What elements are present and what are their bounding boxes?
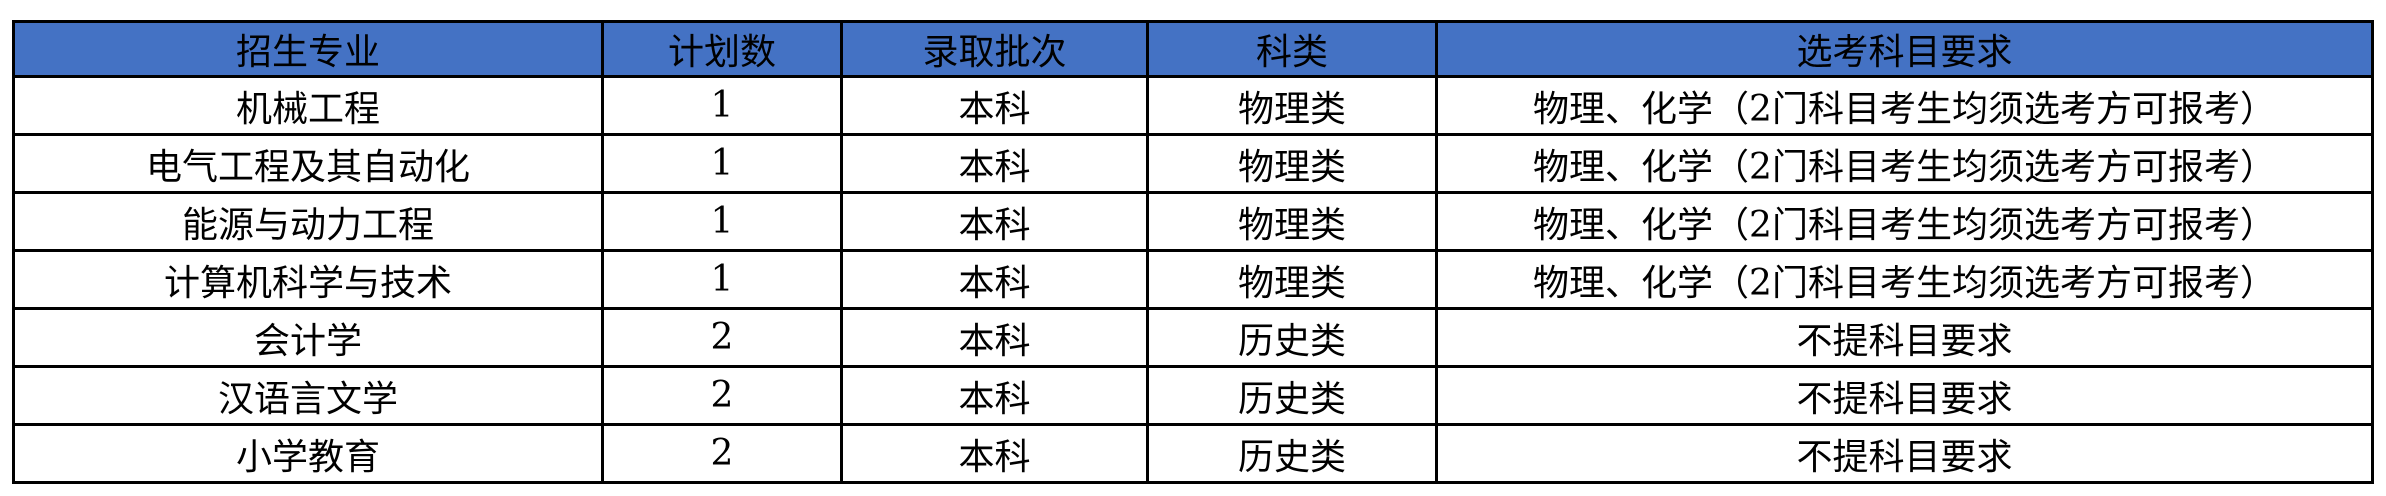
header-category: 科类 <box>1146 20 1438 78</box>
batch-cell: 本科 <box>840 133 1149 194</box>
subject-requirement-cell: 物理、化学（2门科目考生均须选考方可报考） <box>1435 191 2374 252</box>
batch-cell: 本科 <box>840 365 1149 426</box>
batch-cell: 本科 <box>840 423 1149 484</box>
plan-count-cell: 2 <box>601 365 843 426</box>
batch-cell: 本科 <box>840 249 1149 310</box>
subject-requirement-cell: 物理、化学（2门科目考生均须选考方可报考） <box>1435 75 2374 136</box>
category-cell: 物理类 <box>1146 249 1438 310</box>
batch-cell: 本科 <box>840 191 1149 252</box>
table-row: 电气工程及其自动化 1 本科 物理类 物理、化学（2门科目考生均须选考方可报考） <box>12 133 2374 194</box>
header-subject-requirement: 选考科目要求 <box>1435 20 2374 78</box>
subject-requirement-cell: 物理、化学（2门科目考生均须选考方可报考） <box>1435 249 2374 310</box>
major-cell: 计算机科学与技术 <box>12 249 604 310</box>
subject-requirement-cell: 不提科目要求 <box>1435 365 2374 426</box>
category-cell: 历史类 <box>1146 423 1438 484</box>
major-cell: 会计学 <box>12 307 604 368</box>
enrollment-table: 招生专业 计划数 录取批次 科类 选考科目要求 机械工程 1 本科 物理类 物理、化学（… <box>12 20 2374 484</box>
plan-count-cell: 1 <box>601 75 843 136</box>
table-header-row: 招生专业 计划数 录取批次 科类 选考科目要求 <box>12 20 2374 78</box>
table-row: 会计学 2 本科 历史类 不提科目要求 <box>12 307 2374 368</box>
plan-count-cell: 2 <box>601 423 843 484</box>
header-batch: 录取批次 <box>840 20 1149 78</box>
category-cell: 物理类 <box>1146 191 1438 252</box>
major-cell: 能源与动力工程 <box>12 191 604 252</box>
header-major: 招生专业 <box>12 20 604 78</box>
category-cell: 物理类 <box>1146 75 1438 136</box>
plan-count-cell: 2 <box>601 307 843 368</box>
major-cell: 小学教育 <box>12 423 604 484</box>
header-plan-count: 计划数 <box>601 20 843 78</box>
table-row: 汉语言文学 2 本科 历史类 不提科目要求 <box>12 365 2374 426</box>
batch-cell: 本科 <box>840 307 1149 368</box>
subject-requirement-cell: 物理、化学（2门科目考生均须选考方可报考） <box>1435 133 2374 194</box>
table-row: 计算机科学与技术 1 本科 物理类 物理、化学（2门科目考生均须选考方可报考） <box>12 249 2374 310</box>
table-row: 机械工程 1 本科 物理类 物理、化学（2门科目考生均须选考方可报考） <box>12 75 2374 136</box>
plan-count-cell: 1 <box>601 249 843 310</box>
batch-cell: 本科 <box>840 75 1149 136</box>
plan-count-cell: 1 <box>601 133 843 194</box>
category-cell: 历史类 <box>1146 307 1438 368</box>
table-row: 小学教育 2 本科 历史类 不提科目要求 <box>12 423 2374 484</box>
category-cell: 历史类 <box>1146 365 1438 426</box>
subject-requirement-cell: 不提科目要求 <box>1435 423 2374 484</box>
plan-count-cell: 1 <box>601 191 843 252</box>
major-cell: 电气工程及其自动化 <box>12 133 604 194</box>
subject-requirement-cell: 不提科目要求 <box>1435 307 2374 368</box>
major-cell: 机械工程 <box>12 75 604 136</box>
table-row: 能源与动力工程 1 本科 物理类 物理、化学（2门科目考生均须选考方可报考） <box>12 191 2374 252</box>
major-cell: 汉语言文学 <box>12 365 604 426</box>
category-cell: 物理类 <box>1146 133 1438 194</box>
